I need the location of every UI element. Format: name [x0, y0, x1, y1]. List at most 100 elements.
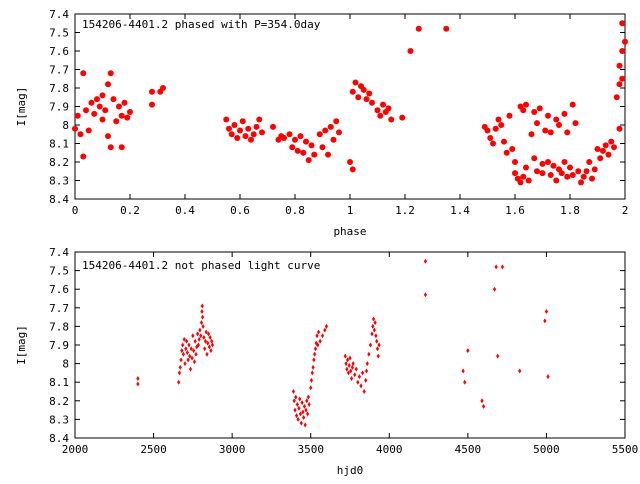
data-point	[512, 170, 518, 177]
data-point	[303, 138, 309, 145]
data-point	[346, 370, 351, 376]
data-point	[313, 346, 318, 352]
data-point	[608, 138, 615, 145]
data-point	[242, 133, 249, 140]
data-point	[223, 116, 230, 123]
x-tick-label: 1.6	[505, 204, 525, 217]
data-point	[343, 353, 347, 359]
axis-ticks: 2000 2500 3000 3500 4000 4500 5000 5500 7.4 7.5 7.…	[49, 246, 638, 456]
data-point	[348, 355, 352, 361]
data-point	[344, 361, 348, 367]
data-point	[550, 162, 557, 169]
data-point	[194, 351, 198, 357]
x-tick-label: 0	[72, 204, 79, 217]
data-point	[484, 127, 491, 134]
data-point	[509, 146, 516, 153]
data-point	[481, 403, 486, 409]
data-point	[203, 346, 207, 352]
data-point	[296, 416, 300, 422]
y-tick-label: 7.6	[49, 45, 69, 58]
data-point	[305, 411, 310, 417]
data-point	[371, 323, 375, 329]
data-point	[564, 129, 571, 136]
data-point	[558, 170, 565, 177]
data-point	[494, 264, 498, 270]
data-point	[351, 361, 355, 367]
data-point	[463, 379, 467, 385]
data-point	[309, 385, 313, 391]
data-point	[305, 157, 312, 164]
data-point	[315, 333, 319, 339]
data-point	[591, 166, 598, 173]
x-tick-label: 0.4	[175, 204, 195, 217]
y-tick-label: 7.9	[49, 101, 69, 114]
data-point	[204, 329, 208, 335]
data-point	[371, 316, 376, 322]
data-point	[374, 333, 378, 339]
data-point	[333, 118, 340, 125]
data-point	[354, 366, 358, 372]
data-point	[127, 109, 133, 116]
data-point	[250, 131, 257, 138]
data-point	[347, 159, 353, 165]
data-point	[301, 409, 305, 415]
data-point	[149, 101, 155, 108]
data-point	[356, 379, 360, 385]
data-point	[495, 116, 502, 123]
data-point	[388, 116, 395, 123]
data-point	[178, 364, 182, 370]
x-tick-label: 2000	[62, 443, 89, 456]
data-point	[487, 134, 494, 141]
data-point	[575, 168, 582, 175]
data-point	[189, 346, 193, 352]
data-point	[181, 351, 186, 357]
data-point	[423, 258, 428, 264]
data-point	[500, 264, 505, 270]
data-point	[567, 164, 573, 171]
data-point	[256, 116, 263, 123]
data-point	[289, 144, 296, 151]
data-point	[543, 318, 547, 324]
data-point	[197, 336, 201, 342]
data-point	[357, 374, 362, 380]
data-point	[300, 400, 304, 406]
data-point	[324, 323, 329, 329]
data-point	[492, 125, 499, 132]
y-tick-label: 8	[62, 119, 69, 132]
data-point	[80, 153, 87, 160]
data-point	[237, 127, 243, 134]
data-point	[228, 131, 235, 138]
data-point	[364, 368, 369, 374]
data-point	[206, 340, 210, 346]
data-point	[372, 327, 376, 333]
data-point	[345, 366, 349, 372]
x-tick-label: 2500	[140, 443, 167, 456]
data-point	[374, 107, 381, 114]
data-point	[611, 144, 617, 151]
y-tick-label: 7.4	[49, 246, 69, 259]
data-point	[184, 338, 189, 344]
data-point	[520, 173, 527, 180]
x-tick-label: 0.8	[285, 204, 305, 217]
data-point	[201, 314, 205, 320]
data-point	[325, 151, 331, 158]
data-point	[83, 107, 89, 114]
data-point	[561, 110, 568, 117]
x-tick-label: 4000	[376, 443, 403, 456]
data-point	[99, 92, 106, 99]
phased-light-curve-plot: 154206-4401.2 phased with P=354.0day pha…	[15, 8, 628, 238]
data-point	[546, 374, 550, 380]
data-point	[586, 159, 593, 165]
data-point	[297, 133, 304, 140]
data-point	[294, 147, 301, 154]
data-point	[616, 125, 623, 132]
data-point	[177, 379, 181, 385]
x-tick-label: 3500	[297, 443, 324, 456]
data-point	[99, 116, 106, 123]
y-tick-label: 8.1	[49, 138, 69, 151]
data-point	[545, 112, 551, 119]
data-point	[253, 123, 260, 130]
data-point	[415, 25, 422, 32]
data-point	[316, 329, 321, 335]
data-point	[298, 396, 302, 402]
